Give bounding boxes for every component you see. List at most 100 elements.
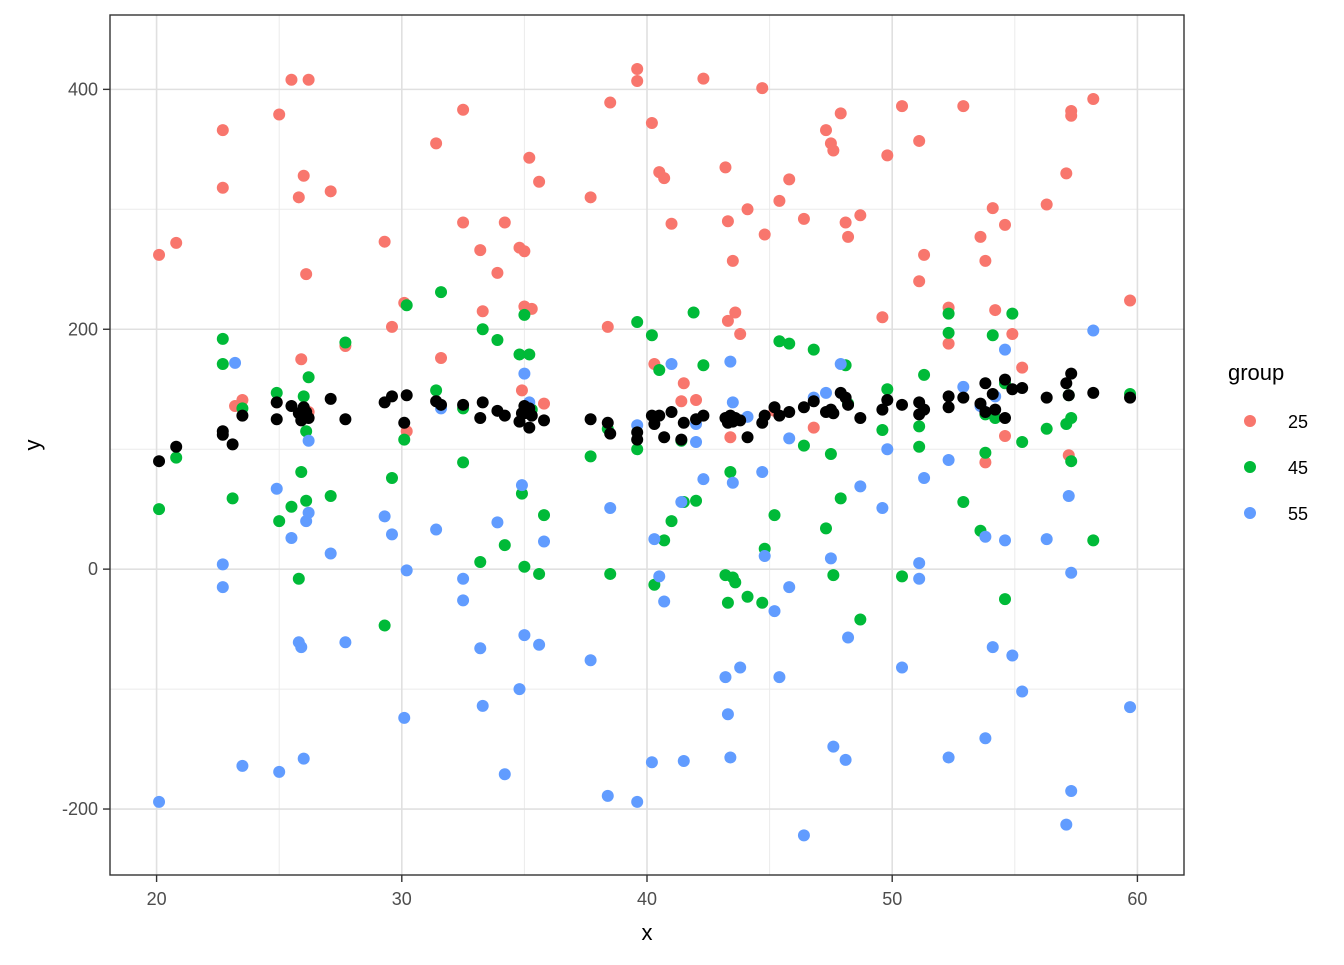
data-point-series-45 <box>513 348 526 361</box>
data-point-series-black <box>827 407 840 420</box>
data-point-series-25 <box>518 245 531 258</box>
data-point-series-45 <box>896 570 909 583</box>
data-point-series-45 <box>476 323 489 336</box>
data-point-series-black <box>807 395 820 408</box>
data-point-series-25 <box>999 218 1011 231</box>
data-point-series-25 <box>295 353 308 366</box>
data-point-series-45 <box>834 492 847 505</box>
data-point-series-25 <box>378 235 391 248</box>
data-point-series-45 <box>783 337 796 350</box>
data-point-series-55 <box>918 471 931 484</box>
data-point-series-45 <box>807 343 820 356</box>
data-point-series-25 <box>604 96 617 109</box>
data-point-series-25 <box>645 116 658 129</box>
data-point-series-55 <box>724 751 737 764</box>
data-point-series-black <box>783 406 796 419</box>
data-point-series-45 <box>297 390 310 403</box>
data-point-series-55 <box>1016 685 1029 698</box>
data-point-series-black <box>942 401 955 414</box>
data-point-series-45 <box>942 326 955 339</box>
data-point-series-black <box>523 421 536 434</box>
data-point-series-45 <box>378 619 391 632</box>
data-point-series-45 <box>721 596 734 609</box>
data-point-series-45 <box>665 515 678 528</box>
data-point-series-45 <box>999 593 1011 606</box>
data-point-series-black <box>876 403 889 416</box>
data-point-series-black <box>538 414 551 427</box>
data-point-series-55 <box>842 631 855 644</box>
data-point-series-45 <box>518 560 531 573</box>
data-point-series-45 <box>435 286 448 299</box>
data-point-series-55 <box>783 581 796 594</box>
data-point-series-25 <box>697 72 710 85</box>
data-point-series-45 <box>584 450 597 463</box>
data-point-series-45 <box>518 308 531 321</box>
data-point-series-25 <box>302 73 315 86</box>
data-point-series-45 <box>300 494 313 507</box>
data-point-series-55 <box>216 558 229 571</box>
data-point-series-black <box>896 398 909 411</box>
data-point-series-45 <box>295 465 308 478</box>
legend-key-45 <box>1244 461 1256 473</box>
data-point-series-25 <box>721 314 734 327</box>
data-point-series-25 <box>979 254 992 267</box>
data-point-series-25 <box>675 395 688 408</box>
data-point-series-55 <box>758 549 771 562</box>
data-point-series-55 <box>400 564 413 577</box>
data-point-series-25 <box>491 266 504 279</box>
data-point-series-45 <box>631 443 644 456</box>
data-point-series-45 <box>292 572 305 585</box>
data-point-series-black <box>498 409 511 422</box>
data-point-series-25 <box>216 124 229 137</box>
data-point-series-45 <box>697 359 710 372</box>
y-axis-ticks: -200 0 200 400 <box>62 79 110 819</box>
data-point-series-55 <box>824 552 837 565</box>
data-point-series-55 <box>604 501 617 514</box>
data-point-series-25 <box>677 377 690 390</box>
data-point-series-25 <box>726 254 739 267</box>
data-point-series-black <box>604 427 617 440</box>
data-point-series-black <box>999 412 1011 425</box>
y-tick-label: 200 <box>68 319 98 339</box>
data-point-series-45 <box>979 446 992 459</box>
data-point-series-55 <box>876 501 889 514</box>
data-point-series-25 <box>1087 92 1100 105</box>
data-point-series-55 <box>854 480 867 493</box>
data-point-series-black <box>385 390 398 403</box>
data-point-series-55 <box>457 572 470 585</box>
data-point-series-55 <box>834 358 847 371</box>
data-point-series-55 <box>236 759 249 772</box>
data-point-series-45 <box>170 451 183 464</box>
data-point-series-45 <box>153 503 166 516</box>
data-point-series-black <box>324 392 337 405</box>
data-point-series-55 <box>957 380 970 393</box>
data-point-series-25 <box>631 74 644 87</box>
x-tick-label: 20 <box>147 889 167 909</box>
data-point-series-black <box>1006 383 1019 396</box>
data-point-series-black <box>1124 391 1137 404</box>
data-point-series-25 <box>807 421 820 434</box>
data-point-series-25 <box>1016 361 1029 374</box>
data-point-series-55 <box>273 765 286 778</box>
data-point-series-45 <box>797 439 810 452</box>
data-point-series-45 <box>216 332 229 345</box>
data-point-series-55 <box>302 506 315 519</box>
data-point-series-black <box>1065 367 1078 380</box>
data-point-series-25 <box>297 169 310 182</box>
data-point-series-black <box>339 413 352 426</box>
data-point-series-25 <box>820 124 832 137</box>
data-point-series-45 <box>768 509 781 522</box>
data-point-series-55 <box>216 581 229 594</box>
data-point-series-black <box>601 416 614 429</box>
data-point-series-55 <box>339 636 352 649</box>
data-point-series-25 <box>797 212 810 225</box>
data-point-series-55 <box>881 443 894 456</box>
data-point-series-25 <box>300 268 313 281</box>
data-point-series-25 <box>285 73 298 86</box>
data-point-series-25 <box>170 236 183 249</box>
data-point-series-55 <box>820 386 832 399</box>
data-point-series-55 <box>324 547 337 560</box>
data-point-series-45 <box>827 569 840 582</box>
data-point-series-25 <box>435 352 448 365</box>
data-point-series-25 <box>385 320 398 333</box>
